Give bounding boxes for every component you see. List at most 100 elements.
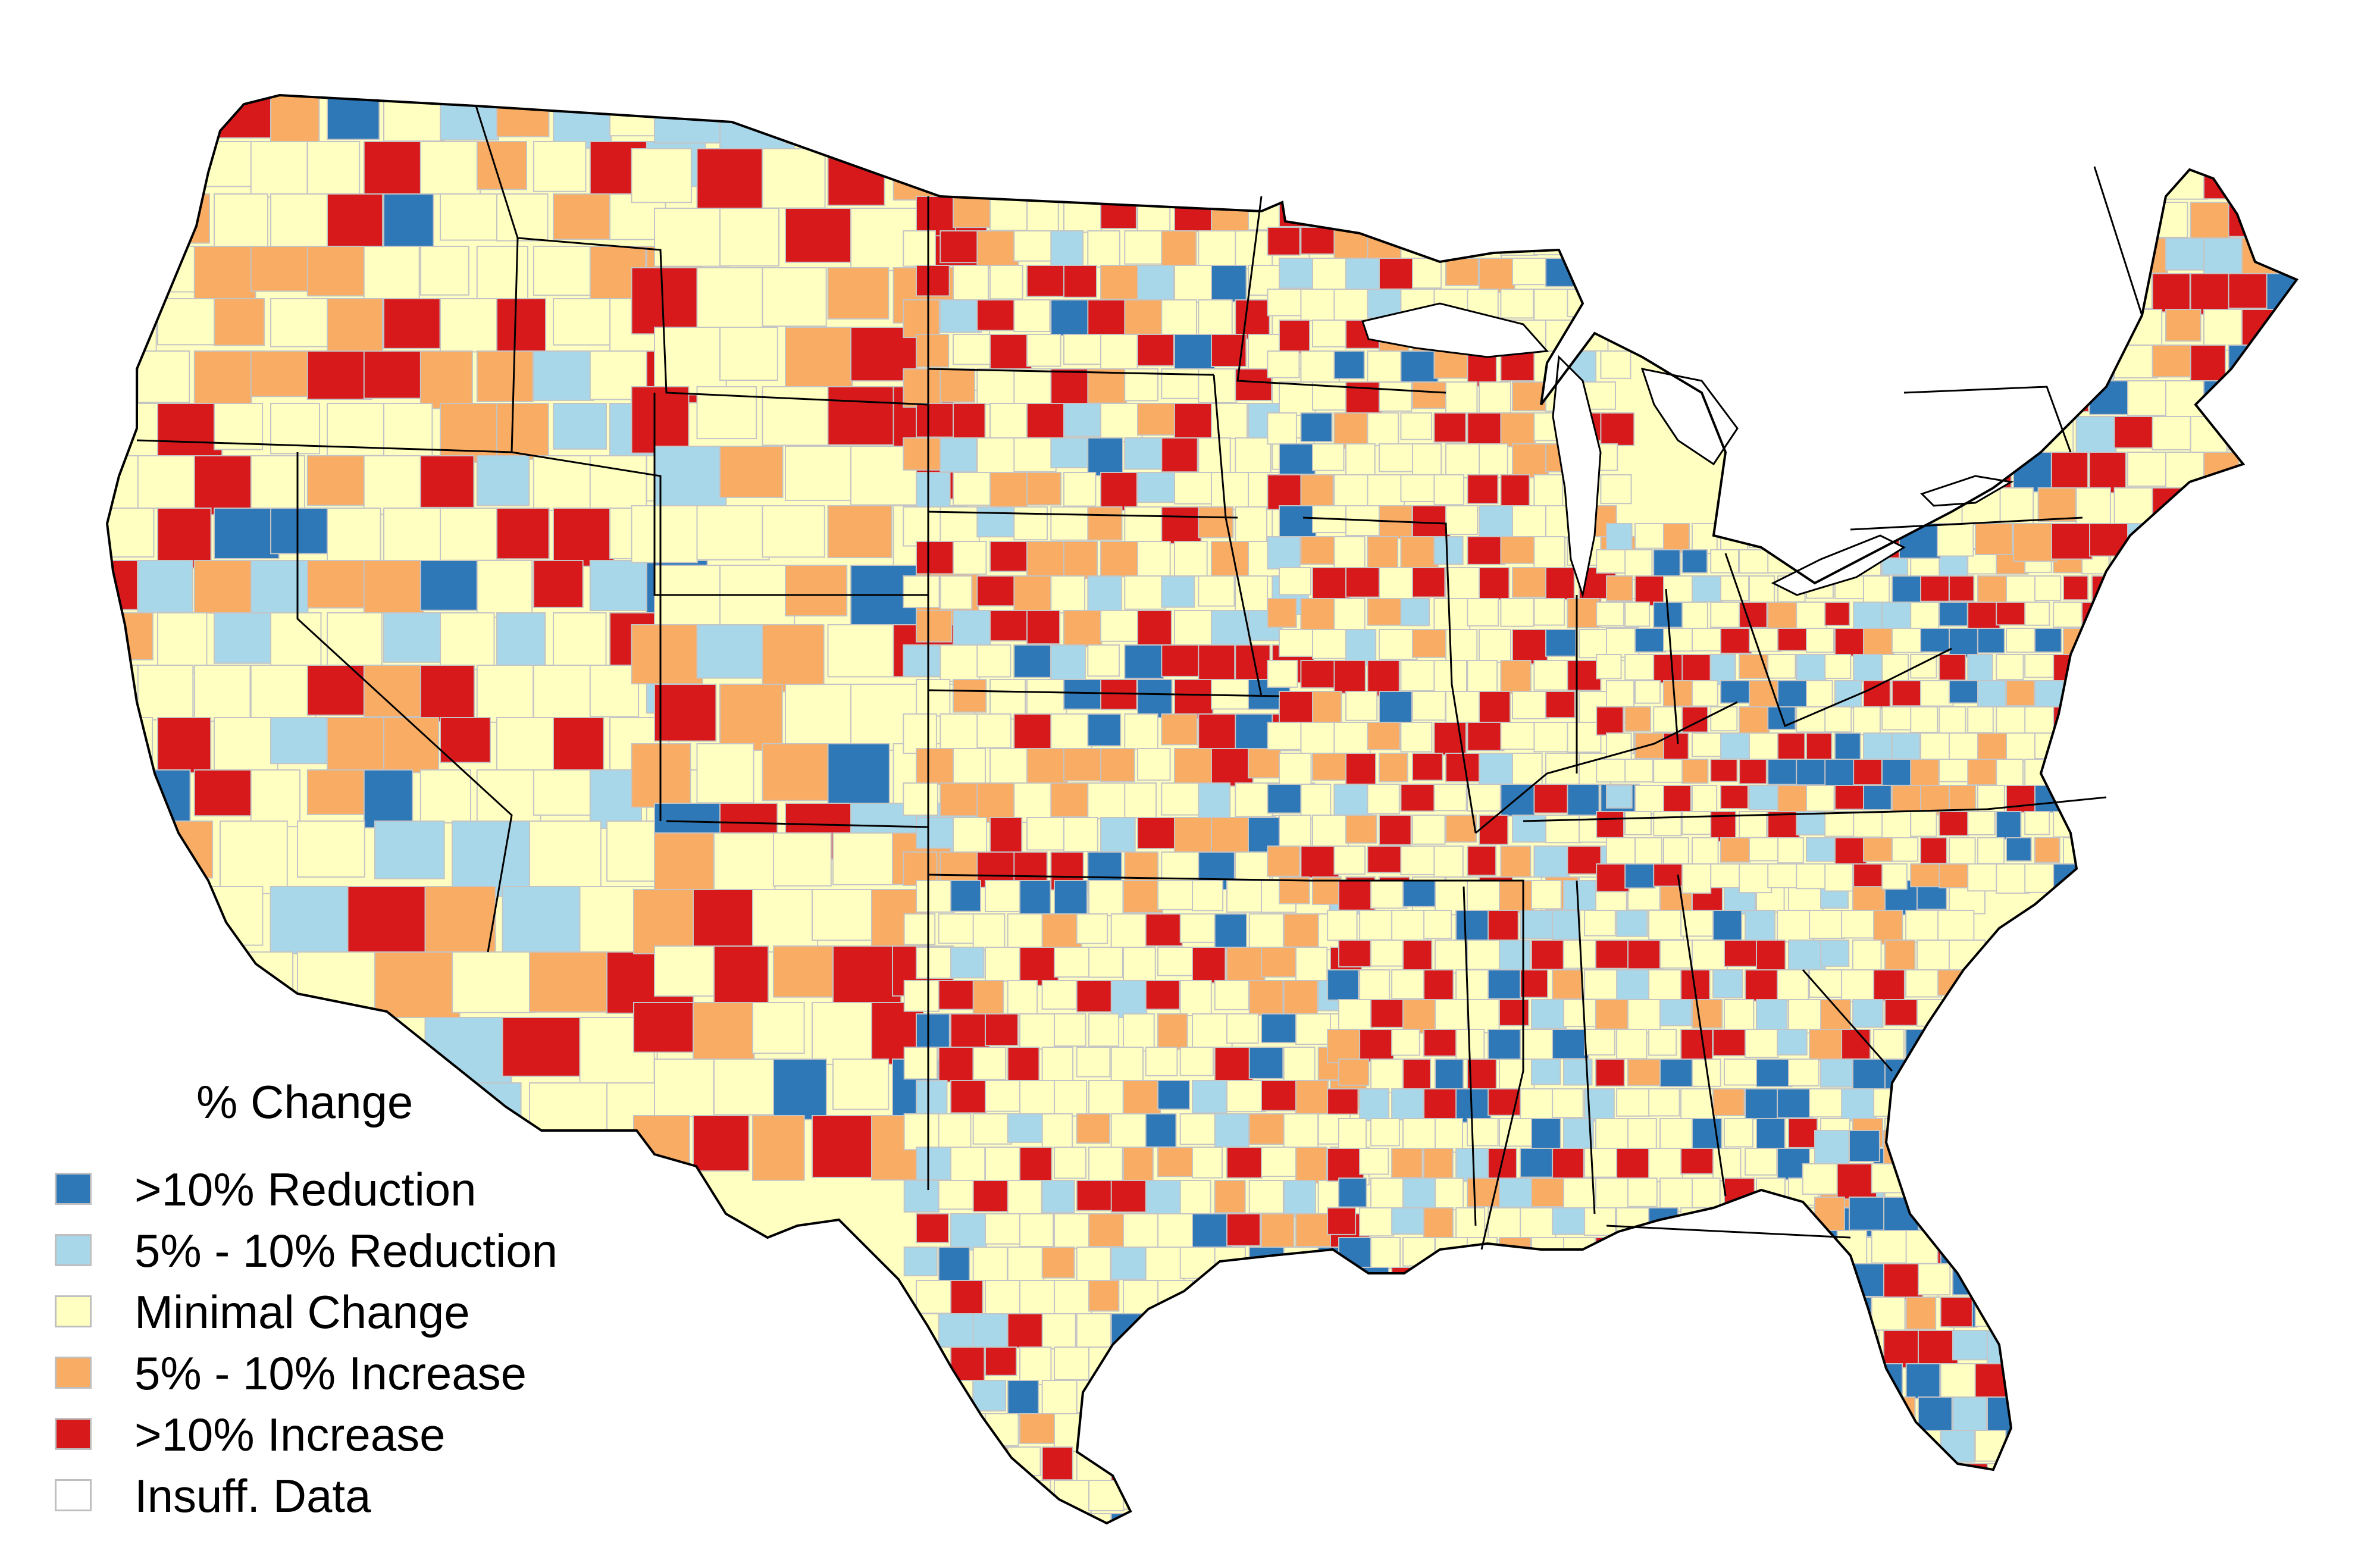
county xyxy=(1400,598,1430,627)
county xyxy=(1179,913,1218,943)
county xyxy=(1749,575,1775,605)
county xyxy=(1391,969,1426,1000)
county xyxy=(832,832,898,885)
county xyxy=(270,298,330,347)
county xyxy=(1110,1047,1144,1082)
county xyxy=(953,610,991,646)
county xyxy=(916,403,956,438)
county xyxy=(1076,1113,1110,1144)
county xyxy=(1910,602,1940,630)
county xyxy=(1137,403,1176,436)
county xyxy=(270,612,322,669)
county xyxy=(1007,1180,1042,1216)
county xyxy=(1949,785,1977,811)
county xyxy=(1634,837,1662,866)
county xyxy=(1500,474,1530,507)
county xyxy=(1520,969,1549,998)
county xyxy=(1433,412,1467,443)
county xyxy=(832,945,902,1011)
county xyxy=(1370,1059,1407,1093)
county xyxy=(713,945,769,1007)
county xyxy=(985,1280,1021,1319)
county xyxy=(193,455,258,516)
county xyxy=(1300,722,1338,759)
county xyxy=(1088,1280,1120,1312)
county xyxy=(1110,913,1149,948)
county xyxy=(1076,1247,1111,1285)
county xyxy=(1367,722,1401,750)
county xyxy=(1724,1118,1753,1148)
state-border xyxy=(1802,969,1893,1072)
county xyxy=(719,327,778,381)
county xyxy=(306,560,368,609)
county xyxy=(938,1247,970,1283)
county xyxy=(1379,258,1416,290)
county xyxy=(193,246,256,301)
county xyxy=(2190,202,2231,240)
county xyxy=(1467,1059,1497,1091)
county xyxy=(1624,654,1658,681)
county xyxy=(1211,472,1254,511)
county xyxy=(1279,629,1319,657)
county xyxy=(1653,602,1686,628)
county xyxy=(773,1059,827,1120)
county xyxy=(1881,654,1909,683)
county xyxy=(1367,474,1405,507)
county xyxy=(1777,785,1810,816)
county xyxy=(1692,628,1723,652)
county xyxy=(1174,403,1215,439)
county xyxy=(1939,602,1968,627)
county xyxy=(1916,940,1955,972)
county xyxy=(1952,1396,1987,1432)
county xyxy=(1595,1118,1629,1151)
county xyxy=(1499,1178,1533,1208)
county xyxy=(1157,1147,1195,1178)
county xyxy=(1806,680,1833,712)
county xyxy=(419,560,480,611)
county xyxy=(903,644,942,677)
county xyxy=(1724,999,1755,1031)
county xyxy=(1996,759,2024,788)
county xyxy=(1836,1163,1877,1200)
county xyxy=(1235,368,1273,401)
county xyxy=(1563,880,1601,911)
county xyxy=(903,782,938,816)
county xyxy=(1512,258,1548,286)
county xyxy=(1370,1237,1401,1269)
county xyxy=(972,1247,1008,1282)
legend-label-strong-increase: >10% Increase xyxy=(134,1408,446,1461)
county xyxy=(1261,1213,1295,1249)
county xyxy=(1261,947,1299,978)
county xyxy=(1137,472,1180,503)
county xyxy=(1435,1118,1463,1153)
county xyxy=(1648,1148,1684,1183)
county xyxy=(1648,910,1684,940)
county xyxy=(1192,1080,1227,1114)
county xyxy=(1379,815,1412,845)
county xyxy=(976,368,1019,405)
county xyxy=(1910,706,1939,733)
county xyxy=(785,208,856,263)
county xyxy=(938,1313,976,1352)
legend-item-strong-increase: >10% Increase xyxy=(40,1402,695,1462)
county xyxy=(1567,598,1600,629)
county xyxy=(2034,628,2062,653)
county xyxy=(1076,1180,1114,1211)
county xyxy=(1345,258,1382,292)
county xyxy=(1634,732,1668,759)
county xyxy=(1624,759,1654,783)
county xyxy=(916,334,950,368)
county xyxy=(1595,1059,1625,1087)
county xyxy=(1087,575,1122,616)
county xyxy=(1853,706,1881,735)
county xyxy=(1198,230,1242,268)
county xyxy=(1871,1297,1906,1331)
county xyxy=(1100,817,1136,853)
county xyxy=(1531,1178,1569,1207)
county xyxy=(1824,654,1852,679)
county xyxy=(1174,334,1216,371)
county xyxy=(1283,1047,1316,1083)
county xyxy=(1019,1213,1054,1247)
